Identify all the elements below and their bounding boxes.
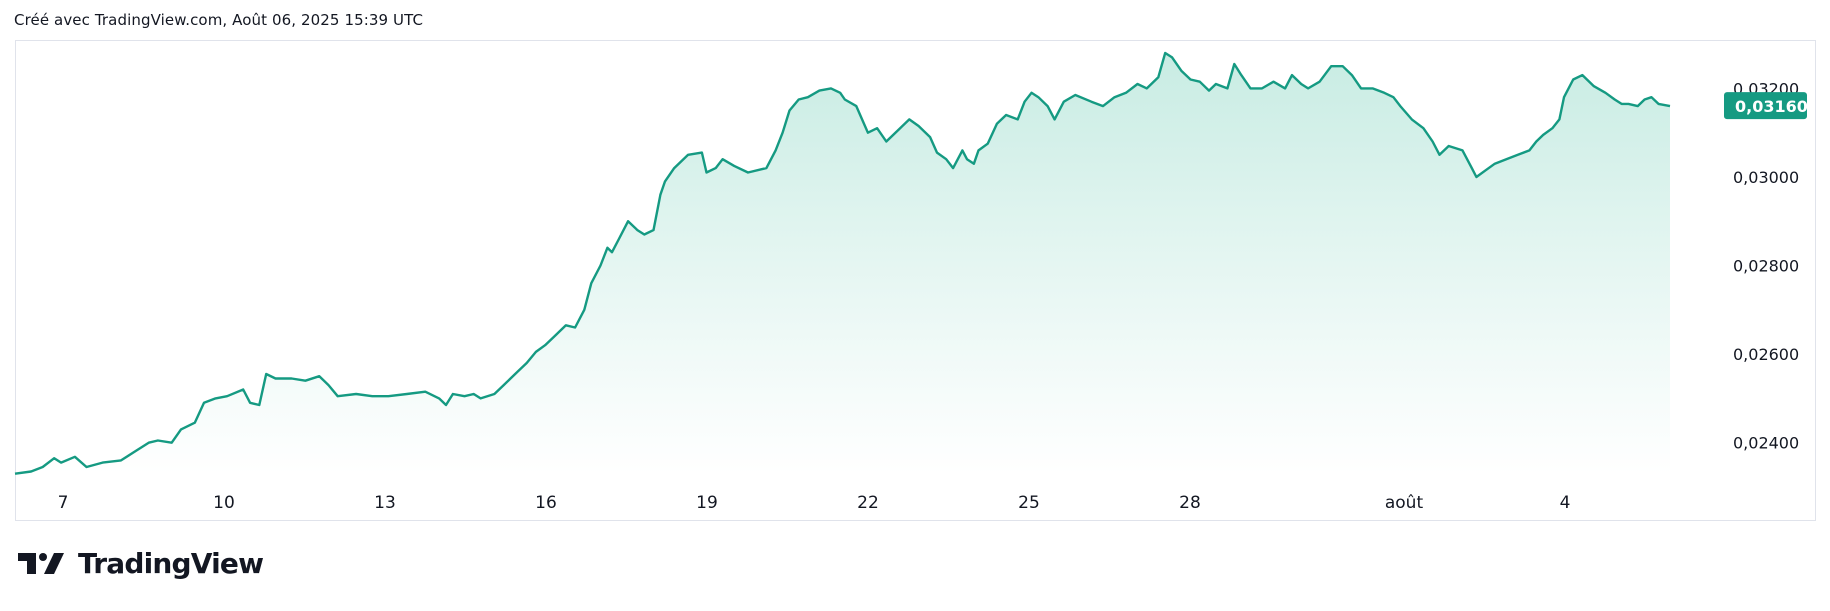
x-tick-label: 19 (696, 493, 718, 513)
x-tick-label: 22 (857, 493, 879, 513)
y-tick-label: 0,02800 (1733, 257, 1799, 276)
tradingview-wordmark: TradingView (78, 547, 264, 580)
last-price-label: 0,03160 (1724, 92, 1808, 120)
price-area-fill (15, 53, 1670, 474)
x-tick-label: 13 (374, 493, 396, 513)
y-tick-label: 0,03000 (1733, 168, 1799, 187)
last-price-text: 0,03160 (1735, 97, 1808, 116)
y-tick-label: 0,02600 (1733, 345, 1799, 364)
last-price-badge (1724, 92, 1807, 120)
x-axis: 7 10 13 16 19 22 25 28 août 4 (58, 493, 1571, 513)
price-line[interactable] (14, 51, 1671, 475)
x-tick-label: 4 (1560, 493, 1571, 513)
x-tick-label: 7 (58, 493, 69, 513)
chart-caption: Créé avec TradingView.com, Août 06, 2025… (14, 11, 424, 29)
x-tick-label: 10 (213, 493, 235, 513)
x-tick-label: 25 (1018, 493, 1040, 513)
tradingview-logo[interactable]: TradingView (16, 547, 264, 580)
y-tick-label: 0,02400 (1733, 434, 1799, 453)
x-tick-label: août (1385, 493, 1424, 513)
x-tick-label: 16 (535, 493, 557, 513)
chart-frame (15, 40, 1816, 521)
x-tick-label: 28 (1179, 493, 1201, 513)
tradingview-logo-icon (18, 552, 64, 574)
